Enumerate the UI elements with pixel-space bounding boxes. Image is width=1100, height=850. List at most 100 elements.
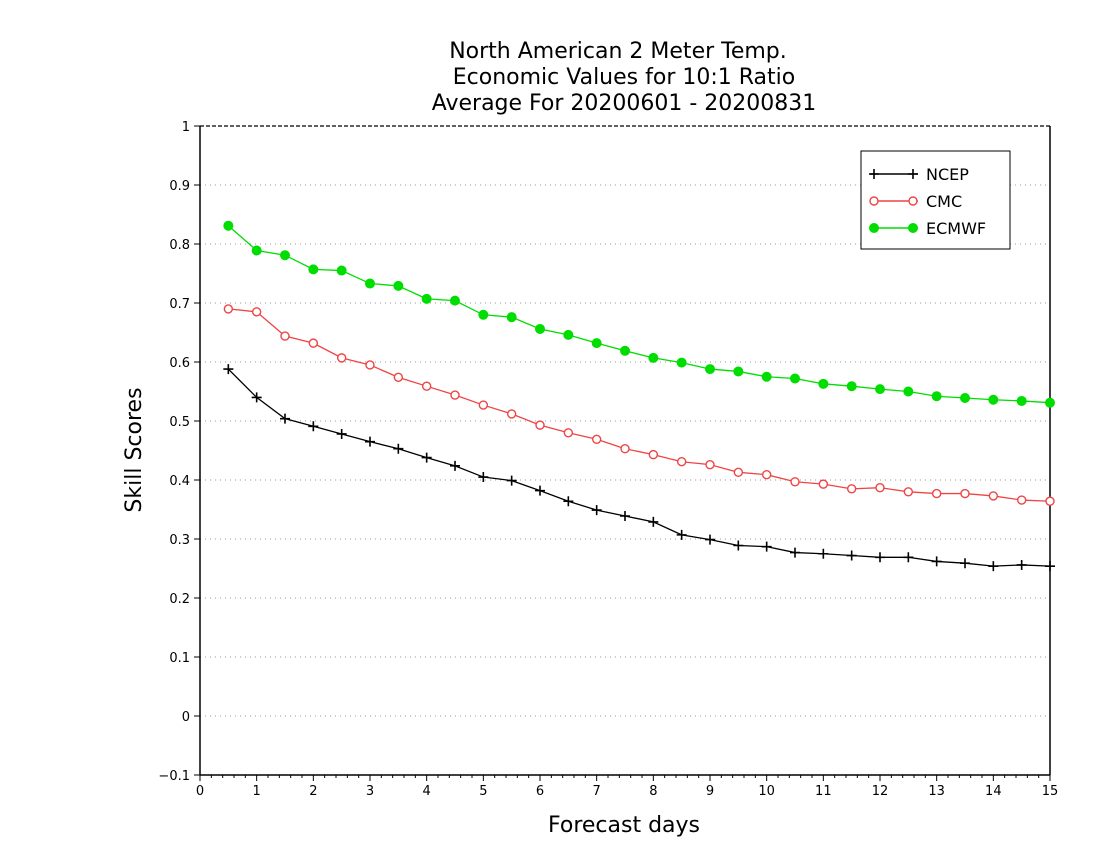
data-point-cmc <box>790 477 800 487</box>
x-tick-label: 1 <box>253 784 261 799</box>
chart-title-line-2: Economic Values for 10:1 Ratio <box>453 65 795 90</box>
series-ecmwf <box>223 220 1055 408</box>
data-point-ncep <box>450 460 460 471</box>
data-point-cmc <box>1045 496 1055 506</box>
series-line-ncep <box>227 368 1051 567</box>
data-point-ecmwf <box>733 366 744 377</box>
data-point-cmc <box>280 331 290 341</box>
y-tick-label: 0.4 <box>169 474 190 489</box>
y-tick-label: 1 <box>182 120 190 135</box>
data-point-cmc <box>648 449 659 460</box>
data-point-ecmwf <box>478 309 489 320</box>
data-point-ecmwf <box>1016 395 1027 406</box>
series-ncep <box>223 364 1055 572</box>
x-tick-label: 12 <box>872 784 889 799</box>
data-point-ecmwf <box>308 264 319 275</box>
data-point-cmc <box>563 428 574 438</box>
data-point-cmc <box>535 420 545 430</box>
data-point-cmc <box>393 372 404 383</box>
legend-label-cmc: CMC <box>926 192 962 211</box>
data-point-ncep <box>705 534 715 545</box>
data-point-ncep <box>535 485 545 496</box>
legend-marker-ecmwf <box>869 223 879 233</box>
legend: NCEP CMC ECMWF <box>860 150 1011 250</box>
data-point-ncep <box>818 548 829 559</box>
series-line-cmc <box>228 308 1051 502</box>
data-point-ncep <box>506 475 517 486</box>
data-point-ecmwf <box>846 381 857 392</box>
data-point-ecmwf <box>931 391 942 402</box>
chart-title-line-3: Average For 20200601 - 20200831 <box>432 91 817 116</box>
legend-item-ecmwf: ECMWF <box>869 219 986 238</box>
data-point-cmc <box>988 491 999 501</box>
data-point-ncep <box>591 505 602 516</box>
x-tick-label: 7 <box>593 784 601 799</box>
data-point-ecmwf <box>563 329 574 340</box>
data-point-ecmwf <box>1045 397 1055 408</box>
y-tick-label: 0.6 <box>169 356 190 371</box>
x-tick-label: 13 <box>928 784 945 799</box>
y-tick-label: 0.2 <box>169 592 190 607</box>
data-point-ncep <box>1045 561 1055 572</box>
data-point-cmc <box>1016 495 1027 505</box>
data-point-ncep <box>251 392 262 403</box>
series-line-ecmwf <box>227 225 1051 404</box>
y-tick-label: 0.7 <box>169 297 190 312</box>
x-tick-label: 9 <box>706 784 714 799</box>
data-point-ecmwf <box>648 352 659 363</box>
x-tick-label: 8 <box>649 784 657 799</box>
y-tick-label: 0.3 <box>169 533 190 548</box>
data-point-ncep <box>875 552 885 563</box>
legend-marker-ncep <box>908 169 918 179</box>
data-point-cmc <box>223 304 234 314</box>
data-point-ncep <box>790 547 800 558</box>
data-point-ecmwf <box>676 357 687 368</box>
y-tick-label: 0.8 <box>169 238 190 253</box>
legend-marker-ecmwf <box>908 223 918 233</box>
legend-item-cmc: CMC <box>869 192 962 211</box>
x-tick-label: 4 <box>423 784 431 799</box>
data-point-ncep <box>648 516 659 527</box>
legend-marker-ncep <box>869 169 879 179</box>
x-tick-label: 2 <box>309 784 317 799</box>
data-point-ecmwf <box>251 245 262 256</box>
x-tick-label: 6 <box>536 784 544 799</box>
data-point-ecmwf <box>591 338 602 349</box>
data-point-ncep <box>280 413 290 424</box>
data-point-ncep <box>563 496 574 507</box>
data-point-cmc <box>875 482 885 493</box>
data-point-ncep <box>846 550 857 561</box>
data-point-ecmwf <box>875 384 885 395</box>
data-point-cmc <box>251 307 262 317</box>
data-point-ecmwf <box>818 378 829 389</box>
legend-item-ncep: NCEP <box>869 165 969 184</box>
data-point-ecmwf <box>620 345 630 356</box>
y-tick-label: 0.9 <box>169 179 190 194</box>
data-point-cmc <box>960 488 970 499</box>
data-point-cmc <box>931 488 942 499</box>
y-tick-label: 0.1 <box>169 651 190 666</box>
x-tick-label: 0 <box>196 784 204 799</box>
data-point-ncep <box>931 556 942 567</box>
data-point-ecmwf <box>280 250 290 261</box>
series-cmc <box>223 304 1055 506</box>
data-point-ecmwf <box>903 386 914 397</box>
data-point-cmc <box>705 459 715 470</box>
data-point-cmc <box>818 479 829 489</box>
y-tick-label: 0.5 <box>169 415 190 430</box>
data-point-ecmwf <box>506 312 517 323</box>
data-point-ncep <box>1016 559 1027 570</box>
data-point-ncep <box>393 443 404 454</box>
data-point-ncep <box>676 529 687 540</box>
data-point-ncep <box>761 541 772 552</box>
data-point-ecmwf <box>421 293 432 304</box>
x-tick-label: 11 <box>815 784 832 799</box>
data-point-ecmwf <box>790 373 800 384</box>
data-point-ecmwf <box>960 392 970 403</box>
data-point-ecmwf <box>761 371 772 382</box>
data-point-cmc <box>421 381 432 391</box>
data-point-ncep <box>336 428 347 439</box>
data-point-ncep <box>308 421 319 432</box>
data-point-cmc <box>761 469 772 480</box>
data-point-ecmwf <box>365 278 375 289</box>
